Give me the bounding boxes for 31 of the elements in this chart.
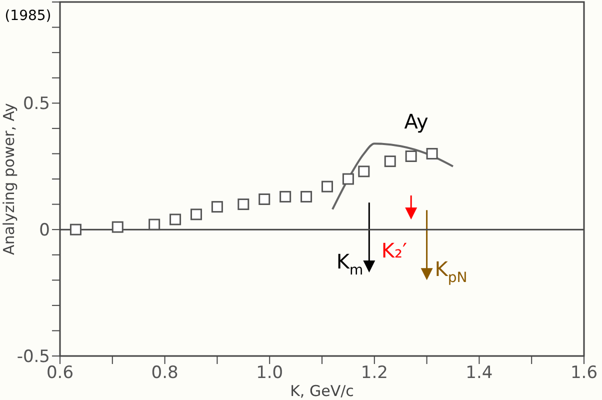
x-tick-label: 1.2 [360,363,388,384]
annotation: K₂′ [381,238,408,262]
point [358,166,370,178]
point [342,173,354,185]
x-tick-label: 1.0 [256,363,284,384]
annotation: K$_{m}$ [336,250,364,279]
y-tick-label: 0 [39,220,50,241]
point [321,180,333,192]
point [190,208,202,220]
y-axis-title: Analyzing power, Ay [0,102,18,255]
point [384,156,396,168]
point [70,224,82,236]
point [405,150,417,162]
point [426,148,438,160]
point [211,201,223,213]
point [170,214,182,226]
point [148,218,160,230]
point [112,221,124,233]
x-tick-label: 1.4 [466,363,493,384]
annotation: Ay [404,109,429,134]
point [300,190,312,202]
text: (1985) [4,8,52,24]
annotation: K$_{pN}$ [434,257,468,286]
y-tick-label: 0.5 [22,94,50,114]
x-tick-label: 0.8 [151,363,178,384]
point [280,190,292,202]
point [258,193,270,205]
x-tick-label: 1.6 [570,363,598,384]
x-axis-title: K, GeV/c [290,382,354,400]
point [238,198,250,210]
line-series [331,142,454,210]
